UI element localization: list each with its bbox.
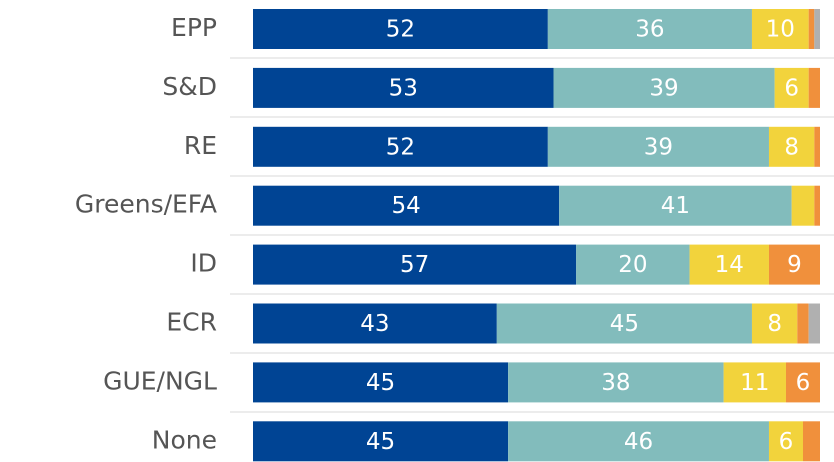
value-label: 52: [386, 134, 415, 160]
value-label: 53: [389, 75, 418, 101]
bar-segment: [508, 362, 724, 403]
bar-segment: [689, 244, 769, 285]
bar-segment: [496, 303, 752, 344]
category-label: Greens/EFA: [75, 190, 217, 219]
separators: [230, 57, 834, 413]
value-label: 43: [360, 311, 389, 337]
bar-segment: [547, 126, 769, 167]
bar-segment: [814, 9, 820, 49]
value-label: 20: [618, 252, 647, 278]
value-label: 41: [661, 193, 690, 219]
value-label: 45: [366, 429, 395, 455]
bar-segment: [576, 244, 690, 285]
bar-segment: [547, 9, 752, 49]
bar-segment: [808, 9, 815, 49]
bar-segment: [553, 67, 775, 108]
bar-segment: [559, 185, 792, 226]
bar-segment: [768, 421, 803, 462]
value-label: 6: [784, 75, 799, 101]
bar-segment: [814, 185, 820, 226]
value-label: 10: [766, 17, 795, 43]
bar-segment: [785, 362, 820, 403]
bar-segment: [508, 421, 769, 462]
bar-segment: [253, 421, 509, 462]
value-label: 38: [601, 370, 630, 396]
bar-segment: [253, 67, 554, 108]
value-label: 8: [784, 134, 799, 160]
value-label: 45: [610, 311, 639, 337]
bar-segment: [814, 126, 820, 167]
category-label: None: [152, 425, 217, 454]
value-label: 36: [635, 17, 664, 43]
value-label: 45: [366, 370, 395, 396]
value-label: 14: [715, 252, 744, 278]
bar-segment: [253, 303, 497, 344]
value-label: 46: [624, 429, 653, 455]
value-label: 39: [644, 134, 673, 160]
bar-segment: [774, 67, 809, 108]
category-label: RE: [184, 131, 217, 160]
category-label: S&D: [162, 72, 217, 101]
bar-segment: [802, 421, 820, 462]
bar-segment: [253, 9, 548, 49]
category-label: ECR: [166, 308, 217, 337]
bar-segment: [253, 126, 548, 167]
bar-segment: [751, 303, 798, 344]
bar-segment: [808, 67, 820, 108]
value-label: 57: [400, 252, 429, 278]
bar-segment: [253, 362, 509, 403]
value-label: 52: [386, 17, 415, 43]
category-label: GUE/NGL: [103, 366, 217, 395]
bar-segment: [253, 244, 577, 285]
bar-segment: [797, 303, 809, 344]
value-label: 39: [649, 75, 678, 101]
value-label: 6: [779, 429, 794, 455]
category-label: ID: [190, 249, 217, 278]
value-label: 6: [796, 370, 811, 396]
bar-segment: [768, 126, 815, 167]
bar-segment: [768, 244, 820, 285]
value-label: 54: [391, 193, 420, 219]
bar-segment: [253, 185, 560, 226]
bar-segment: [723, 362, 786, 403]
bar-segment: [808, 303, 820, 344]
value-label: 9: [787, 252, 802, 278]
category-label: EPP: [171, 13, 217, 42]
bar-segment: [751, 9, 809, 49]
value-label: 11: [740, 370, 769, 396]
value-label: 8: [767, 311, 782, 337]
bar-segment: [791, 185, 815, 226]
